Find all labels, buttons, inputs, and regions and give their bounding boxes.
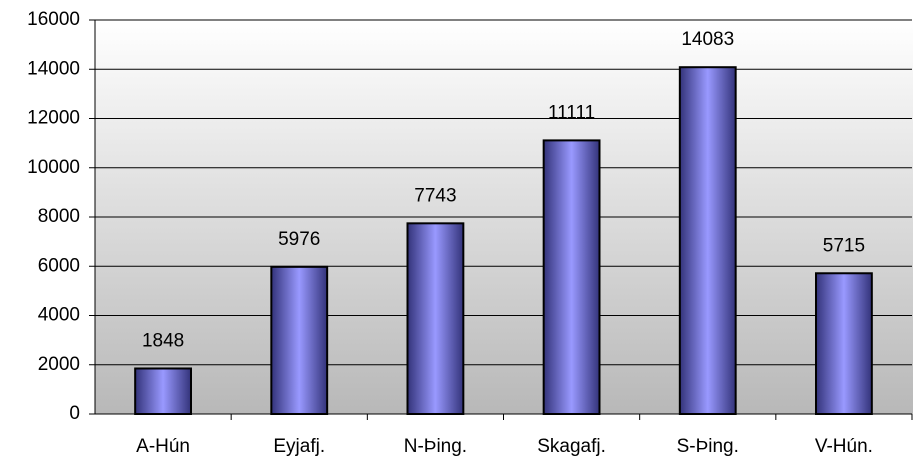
x-tick-label: Skagafj. [537, 436, 606, 457]
x-tick-label: S-Þing. [677, 436, 739, 457]
bar [815, 272, 873, 415]
bar [270, 265, 329, 415]
y-tick-label: 6000 [38, 255, 80, 276]
x-tick-label: A-Hún [136, 436, 190, 457]
data-label: 1848 [142, 331, 184, 352]
y-tick-label: 16000 [27, 9, 80, 30]
x-tick-label: Eyjafj. [273, 436, 325, 457]
y-tick-label: 12000 [27, 108, 80, 129]
bar [542, 139, 601, 415]
y-tick-label: 14000 [27, 58, 80, 79]
data-label: 5715 [823, 235, 865, 256]
data-label: 14083 [681, 29, 734, 50]
data-label: 7743 [414, 185, 456, 206]
bar [678, 66, 737, 416]
data-label: 5976 [278, 229, 320, 250]
data-label: 11111 [548, 102, 595, 123]
x-tick-label: V-Hún. [815, 436, 873, 457]
x-tick-label: N-Þing. [404, 436, 467, 457]
y-tick-label: 4000 [38, 305, 80, 326]
y-tick-label: 8000 [38, 206, 80, 227]
bar [134, 367, 192, 416]
y-tick-label: 0 [69, 403, 80, 424]
y-tick-label: 2000 [38, 354, 80, 375]
bar [406, 222, 465, 415]
y-tick-label: 10000 [27, 157, 80, 178]
